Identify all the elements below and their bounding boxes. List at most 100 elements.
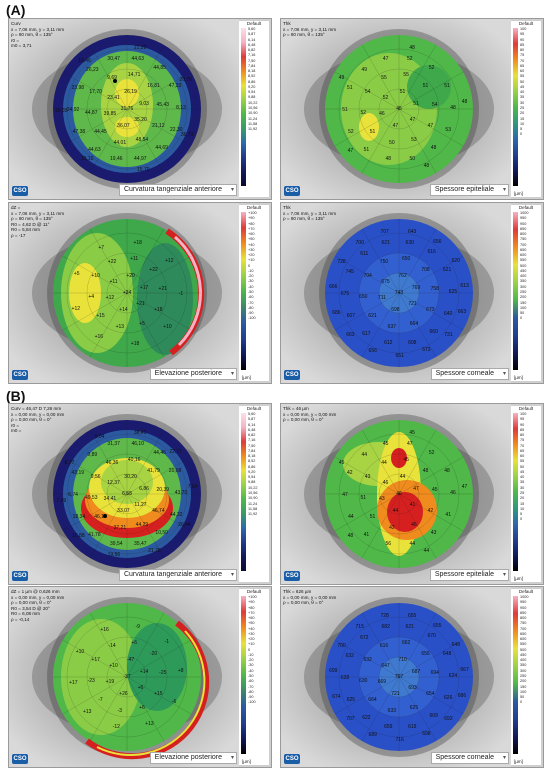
cso-logo[interactable]: CSO xyxy=(12,571,28,581)
cso-logo[interactable]: CSO xyxy=(284,571,300,581)
scale-bar xyxy=(513,596,518,754)
scale-bar xyxy=(513,28,518,186)
map-type-dropdown[interactable]: Spessore epiteliale ▾ xyxy=(429,184,509,196)
map-value: +14 xyxy=(139,668,149,675)
map-value: +21 xyxy=(158,286,168,293)
info-readout: dZ = 1 µm @ 0,626 mm x = 0,00 mm, y = 0,… xyxy=(11,589,65,622)
map-value: 47 xyxy=(406,440,413,447)
scale-ticks: 5,60 5,87 6,14 6,48 6,82 7,16 7,50 7,84 … xyxy=(248,27,258,132)
map-value: 45 xyxy=(382,441,389,448)
scale-unit: [µm] xyxy=(514,759,523,764)
map-value: 43 xyxy=(379,496,385,503)
map-value: 44,45 xyxy=(94,129,107,136)
map-value: 656 xyxy=(433,238,442,245)
map-value: 45,43 xyxy=(156,102,170,109)
map-value: 51 xyxy=(347,84,353,91)
map-value: 762 xyxy=(398,273,407,280)
map-value: 8,77 xyxy=(64,460,75,467)
color-scale: Default +100 +90 +80 +70 +60 +50 +40 +30… xyxy=(239,205,269,381)
map-value: 41,78 xyxy=(88,531,101,538)
map-value: 46 xyxy=(450,489,456,496)
map-value: 41 xyxy=(363,531,370,538)
map-value: 656 xyxy=(368,347,377,354)
map-value: 56 xyxy=(385,541,392,548)
map-panel-a_epi: Thk x = 7,06 mm, y = 3,11 mm ρ = 80 mm, … xyxy=(280,18,544,200)
map-value: 55 xyxy=(381,74,387,81)
map-value: 35,47 xyxy=(134,540,147,547)
cso-logo[interactable]: CSO xyxy=(12,754,28,764)
map-type-label: Spessore corneale xyxy=(435,754,494,761)
cso-logo[interactable]: CSO xyxy=(284,754,300,764)
scale-ticks: 1000 950 900 850 800 750 700 650 600 550… xyxy=(520,211,529,321)
map-value: +17 xyxy=(91,657,100,664)
map-value: 693 xyxy=(408,685,417,692)
map-type-dropdown[interactable]: Spessore epiteliale ▾ xyxy=(429,569,509,581)
cso-logo[interactable]: CSO xyxy=(284,370,300,380)
map-value: 46 xyxy=(382,479,389,486)
map-panel-a_elev: dZ = x = 7,06 mm, y = 3,11 mm ρ = 80 mm,… xyxy=(8,202,272,384)
info-readout: Curv = 46,47 D 7,26 mm x = 0,00 mm, y = … xyxy=(11,406,65,434)
map-value: 22,77 xyxy=(169,448,182,455)
map-value: 721 xyxy=(391,690,400,697)
map-value: +6 xyxy=(137,685,144,692)
map-value: 673 xyxy=(422,347,431,354)
map-type-label: Curvatura tangenziale anteriore xyxy=(123,571,222,578)
map-value: 23,41 xyxy=(107,94,120,101)
map-value: 650 xyxy=(401,256,411,263)
map-value: 750 xyxy=(379,258,389,265)
map-value: 686 xyxy=(457,692,467,699)
scale-ticks: 100 95 90 85 80 75 70 65 60 55 50 45 40 … xyxy=(520,412,527,522)
map-value: 47,33 xyxy=(168,82,182,89)
map-value: 47 xyxy=(382,56,389,63)
map-type-dropdown[interactable]: Curvatura tangenziale anteriore ▾ xyxy=(118,184,237,196)
map-value: 715 xyxy=(355,623,364,630)
map-value: 54 xyxy=(431,102,438,109)
map-value: 46,12 xyxy=(94,514,107,521)
cso-logo[interactable]: CSO xyxy=(284,186,300,196)
map-value: 36,07 xyxy=(117,122,130,129)
chevron-down-icon: ▾ xyxy=(502,755,506,761)
scale-title: Default xyxy=(246,406,262,411)
map-value: 15,03 xyxy=(54,107,68,114)
map-type-dropdown[interactable]: Elevazione posteriore ▾ xyxy=(149,368,237,380)
map-value: +5 xyxy=(139,321,145,328)
map-value: 44,87 xyxy=(84,109,98,116)
map-value: 628 xyxy=(340,675,350,682)
map-value: 664 xyxy=(368,697,377,704)
scale-bar xyxy=(513,212,518,370)
map-value: 625 xyxy=(346,697,356,704)
map-value: 44 xyxy=(348,514,354,521)
map-type-dropdown[interactable]: Spessore corneale ▾ xyxy=(430,368,509,380)
map-value: 708 xyxy=(421,266,430,273)
map-value: 7,09 xyxy=(56,498,67,505)
chevron-down-icon: ▾ xyxy=(502,572,506,578)
map-type-dropdown[interactable]: Elevazione posteriore ▾ xyxy=(149,752,237,764)
scale-title: Default xyxy=(246,21,262,26)
map-value: 607 xyxy=(346,313,356,320)
map-value: +16 xyxy=(94,333,104,340)
map-value: 14,71 xyxy=(127,72,141,79)
map-type-dropdown[interactable]: Curvatura tangenziale anteriore ▾ xyxy=(118,569,237,581)
map-value: 716 xyxy=(395,736,404,743)
map-value: 10,88 xyxy=(72,533,85,540)
map-value: +10 xyxy=(163,323,172,330)
map-value: -3 xyxy=(117,707,123,714)
cso-logo[interactable]: CSO xyxy=(12,370,28,380)
map-value: 42 xyxy=(347,469,353,476)
cornea-map xyxy=(281,19,511,199)
map-value: +20 xyxy=(126,273,135,280)
map-value: -47 xyxy=(126,657,135,664)
map-value: 46,10 xyxy=(131,440,144,447)
map-value: 46,36 xyxy=(105,459,119,466)
map-value: 44,29 xyxy=(135,522,149,529)
scale-title: Default xyxy=(518,589,534,594)
map-value: 47,38 xyxy=(72,129,86,136)
map-value: 673 xyxy=(426,306,435,313)
info-readout: Curv x = 7,06 mm, y = 3,11 mm ρ = 80 mm,… xyxy=(11,21,65,49)
scale-unit: [µm] xyxy=(242,759,251,764)
cso-logo[interactable]: CSO xyxy=(12,186,28,196)
map-type-dropdown[interactable]: Spessore corneale ▾ xyxy=(430,752,509,764)
map-value: 707 xyxy=(380,228,389,235)
map-value: 621 xyxy=(368,313,377,320)
map-value: 707 xyxy=(346,716,355,723)
